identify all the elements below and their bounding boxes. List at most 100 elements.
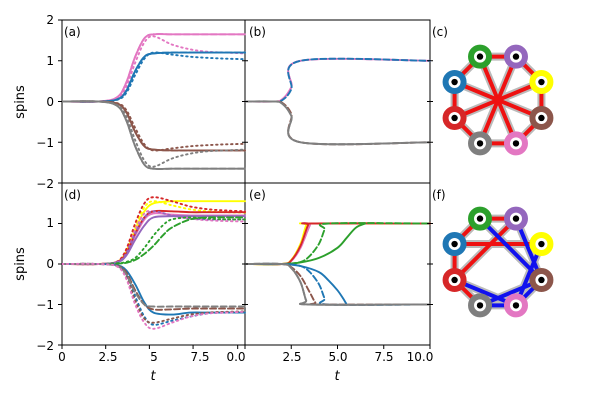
graph-c xyxy=(442,44,554,156)
panel-label-d: (d) xyxy=(64,188,81,202)
x-tick-label: 5.0 xyxy=(328,350,347,364)
graph-node-center xyxy=(538,114,545,122)
panel-b-series-line xyxy=(244,57,431,103)
x-tick-label: 7.5 xyxy=(190,350,209,364)
panel-d-series-line xyxy=(61,215,246,266)
graph-node-center xyxy=(512,215,520,222)
y-axis-label-bottom: spins xyxy=(13,247,28,281)
x-tick-label: 7.5 xyxy=(374,350,393,364)
panel-b-series-line xyxy=(244,57,431,103)
panel-label-f: (f) xyxy=(432,188,446,202)
graph-node-center xyxy=(451,114,458,122)
panel-e-series-line xyxy=(244,262,348,306)
graph-node-center xyxy=(538,78,545,86)
x-tick-label: 0.0 xyxy=(226,350,245,364)
panel-d-series-line xyxy=(61,262,246,308)
panel-e-series-line xyxy=(244,222,431,266)
y-tick-label: −2 xyxy=(36,339,54,353)
graph-node xyxy=(503,131,528,156)
y-tick-label: −2 xyxy=(36,177,54,191)
x-tick-label: 2.5 xyxy=(282,350,301,364)
panel-d-series-line xyxy=(61,216,246,265)
y-tick-label: −1 xyxy=(36,298,54,312)
y-tick-label: 2 xyxy=(46,13,54,27)
x-axis-label-e: t xyxy=(334,369,340,384)
graph-node xyxy=(468,131,493,156)
panel-d-series-line xyxy=(61,196,246,266)
panel-a-series-line xyxy=(61,100,246,152)
panel-d-series xyxy=(61,196,246,330)
graph-node-center xyxy=(451,240,458,248)
panel-a-series-line xyxy=(61,100,246,170)
panel-label-a: (a) xyxy=(64,25,81,39)
panel-b-series xyxy=(244,57,431,146)
x-axis-label-d: t xyxy=(150,369,156,384)
panel-a-series-line xyxy=(61,100,246,168)
y-tick-label: 0 xyxy=(46,95,54,109)
panel-b-series-line xyxy=(244,100,431,146)
panel-a-series-line xyxy=(61,51,246,103)
graph-node-center xyxy=(476,140,484,147)
panel-d-series-line xyxy=(61,210,246,266)
x-tick-label: 0 xyxy=(58,350,66,364)
panel-d-series-line xyxy=(61,210,246,266)
panel-d-series-line xyxy=(61,262,246,326)
graph-node xyxy=(442,267,467,292)
graph-edge xyxy=(452,216,518,282)
graph-node-center xyxy=(512,140,520,147)
panel-e-series-line xyxy=(244,222,431,266)
x-tick-label: 5 xyxy=(150,350,158,364)
panel-label-c: (c) xyxy=(432,25,448,39)
panel-d-series-line xyxy=(61,216,246,265)
graph-node-center xyxy=(512,302,520,309)
panel-d-series-line xyxy=(61,262,246,330)
graph-node-center xyxy=(512,53,520,60)
panel-e-series-line xyxy=(244,262,431,306)
panel-b-series-line xyxy=(244,100,431,146)
tick-marks xyxy=(58,19,433,349)
graph-node xyxy=(442,232,467,257)
graph-node xyxy=(529,232,554,257)
panel-e-series-line xyxy=(244,262,431,306)
panel-e-series-line xyxy=(244,222,431,266)
graph-node xyxy=(442,70,467,95)
graph-node-center xyxy=(476,215,484,222)
y-tick-label: 1 xyxy=(46,54,54,68)
graph-node xyxy=(468,206,493,231)
graph-node-center xyxy=(538,240,545,248)
panel-e-series-line xyxy=(244,222,431,266)
panel-d-series-line xyxy=(61,262,246,324)
graph-node-center xyxy=(476,302,484,309)
panel-a-series-line xyxy=(61,100,246,152)
graph-node xyxy=(468,293,493,318)
panel-a-series xyxy=(61,33,246,170)
graph-node xyxy=(503,44,528,69)
panel-a-series-line xyxy=(61,100,246,170)
graph-node xyxy=(503,293,528,318)
graph-node-center xyxy=(451,276,458,284)
graph-node xyxy=(442,105,467,130)
panel-a-series-line xyxy=(61,51,246,103)
y-tick-label: 1 xyxy=(46,216,54,230)
panel-b-series-line xyxy=(244,100,431,146)
panel-b-series-line xyxy=(244,57,431,103)
y-tick-label: 0 xyxy=(46,257,54,271)
panel-a-series-line xyxy=(61,33,246,103)
graph-node xyxy=(529,105,554,130)
panel-label-e: (e) xyxy=(249,188,266,202)
panel-d-series-line xyxy=(61,262,246,311)
panel-a-series-line xyxy=(61,35,246,103)
y-tick-label: −1 xyxy=(36,136,54,150)
panel-e-series xyxy=(244,222,431,306)
panel-a-series-line xyxy=(61,33,246,103)
panel-e-series-line xyxy=(244,262,431,306)
graph-node xyxy=(529,267,554,292)
x-tick-label: 2.5 xyxy=(98,350,117,364)
panel-e-series-line xyxy=(244,222,431,266)
y-axis-label-top: spins xyxy=(13,85,28,119)
graph-node xyxy=(468,44,493,69)
graph-f xyxy=(442,206,554,318)
panel-e-series-line xyxy=(244,262,431,306)
graph-node-center xyxy=(538,276,545,284)
